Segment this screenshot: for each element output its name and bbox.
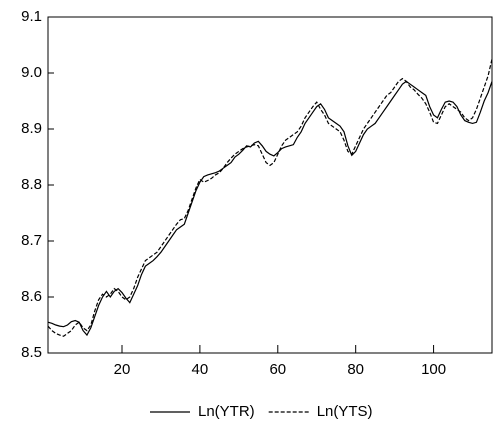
y-tick-label: 9.1 [21, 8, 42, 25]
legend-label: Ln(YTS) [317, 403, 373, 420]
y-tick-label: 8.5 [21, 344, 42, 361]
y-tick-label: 8.7 [21, 232, 42, 249]
y-tick-label: 9.0 [21, 64, 42, 81]
x-tick-label: 100 [421, 361, 446, 378]
series-line [47, 58, 493, 337]
y-tick-label: 8.6 [21, 288, 42, 305]
x-tick-label: 20 [114, 361, 131, 378]
series-line [47, 80, 493, 337]
y-tick-label: 8.9 [21, 120, 42, 137]
y-tick-label: 8.8 [21, 176, 42, 193]
x-tick-label: 80 [347, 361, 364, 378]
legend-label: Ln(YTR) [198, 403, 255, 420]
x-tick-label: 60 [269, 361, 286, 378]
x-tick-label: 40 [192, 361, 209, 378]
plot-frame [47, 16, 493, 354]
